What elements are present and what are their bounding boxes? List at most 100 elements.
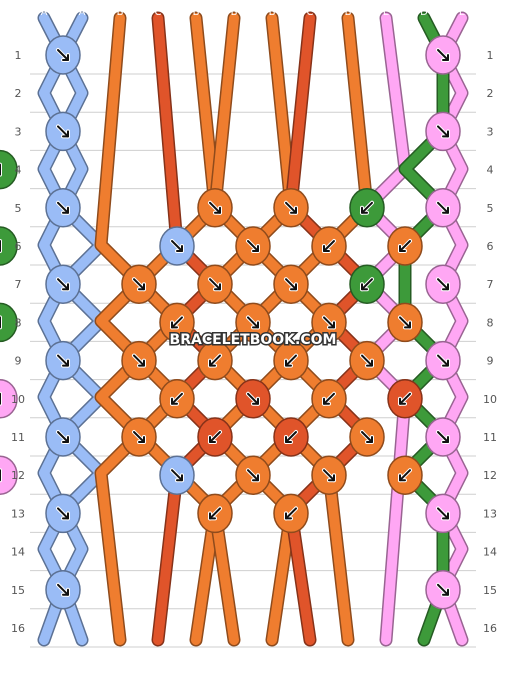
arrow-down-left-icon <box>284 353 298 368</box>
string-label-bottom: B <box>231 663 238 674</box>
knot <box>387 379 423 419</box>
knot <box>387 302 423 343</box>
arrow-down-right-icon <box>246 391 260 406</box>
string-label-top: B <box>231 7 238 18</box>
knot <box>311 302 347 343</box>
knot <box>425 264 461 304</box>
arrow-down-left-icon <box>170 391 184 406</box>
arrow-down-right-icon <box>436 506 450 521</box>
row-label-right: 6 <box>487 240 494 253</box>
arrow-down-right-icon <box>208 200 222 215</box>
knot <box>425 340 461 381</box>
knot <box>121 340 157 381</box>
row-label-left: 14 <box>11 546 25 559</box>
arrow-down-right-icon <box>360 353 374 368</box>
string-label-top: B <box>117 7 124 18</box>
knot-body <box>0 149 18 190</box>
string-label-bottom: A <box>41 663 48 674</box>
arrow-down-left-icon <box>360 277 374 292</box>
row-label-right: 7 <box>487 278 494 291</box>
row-label-left: 10 <box>11 393 25 406</box>
knot <box>159 379 195 419</box>
knot <box>311 379 347 419</box>
string-label-bottom: B <box>345 663 352 674</box>
arrow-down-right-icon <box>284 200 298 215</box>
string-label-top: B <box>193 7 200 18</box>
thread-strand <box>58 13 106 645</box>
arrow-down-right-icon <box>56 430 70 444</box>
knot <box>45 570 81 610</box>
knot <box>387 226 423 266</box>
knot <box>0 149 18 190</box>
knot <box>235 226 271 266</box>
row-label-left: 1 <box>15 49 22 62</box>
row-label-left: 12 <box>11 469 25 482</box>
knot <box>273 188 309 228</box>
string-label-top: E <box>459 7 465 18</box>
knot <box>0 455 18 495</box>
arrow-down-right-icon <box>436 430 450 444</box>
arrow-down-left-icon <box>398 239 412 253</box>
arrow-down-left-icon <box>322 239 336 253</box>
thread-strand <box>286 13 372 645</box>
string-label-bottom: B <box>269 663 276 674</box>
arrow-down-right-icon <box>360 430 374 444</box>
arrow-down-right-icon <box>436 124 450 139</box>
arrow-down-right-icon <box>170 239 184 253</box>
arrow-down-right-icon <box>56 200 70 215</box>
string-label-bottom: E <box>383 663 389 674</box>
row-label-right: 10 <box>483 393 497 406</box>
string-label-bottom: E <box>459 663 465 674</box>
row-label-left: 9 <box>15 355 22 368</box>
knot <box>349 188 385 228</box>
knot <box>425 35 461 75</box>
knot <box>197 417 233 457</box>
knot <box>45 188 81 228</box>
arrow-down-left-icon <box>322 391 336 406</box>
arrow-down-left-icon <box>398 391 412 406</box>
knot <box>121 417 157 457</box>
arrow-down-right-icon <box>436 200 450 215</box>
knot <box>45 111 81 152</box>
knot <box>235 302 271 343</box>
arrow-down-left-icon <box>170 315 184 330</box>
row-label-left: 5 <box>15 202 22 215</box>
knot <box>159 302 195 343</box>
knot <box>235 455 271 495</box>
arrow-down-right-icon <box>132 430 146 444</box>
arrow-down-right-icon <box>56 353 70 368</box>
arrow-down-right-icon <box>56 48 70 62</box>
arrow-down-right-icon <box>56 506 70 521</box>
knot <box>45 417 81 457</box>
string-label-top: A <box>41 7 48 18</box>
arrow-down-right-icon <box>56 582 70 597</box>
row-label-right: 4 <box>487 164 494 177</box>
row-label-left: 7 <box>15 278 22 291</box>
knot <box>387 455 423 495</box>
row-label-right: 16 <box>483 622 497 635</box>
arrow-down-right-icon <box>322 315 336 330</box>
arrow-down-right-icon <box>246 468 260 483</box>
arrow-down-left-icon <box>360 200 374 215</box>
arrow-down-right-icon <box>246 315 260 330</box>
knot <box>311 226 347 266</box>
knot <box>425 417 461 457</box>
arrow-down-right-icon <box>208 277 222 292</box>
arrow-down-left-icon <box>398 468 412 483</box>
row-label-left: 11 <box>11 431 25 444</box>
knot <box>197 188 233 228</box>
knot <box>349 417 385 457</box>
row-label-right: 13 <box>483 507 497 520</box>
arrow-down-left-icon <box>208 506 222 521</box>
arrow-down-right-icon <box>436 582 450 597</box>
knot <box>159 455 195 495</box>
string-label-top: E <box>383 7 389 18</box>
string-label-top: B <box>345 7 352 18</box>
row-label-left: 6 <box>15 240 22 253</box>
knot <box>45 340 81 381</box>
arrow-down-right-icon <box>246 239 260 253</box>
row-label-right: 3 <box>487 125 494 138</box>
